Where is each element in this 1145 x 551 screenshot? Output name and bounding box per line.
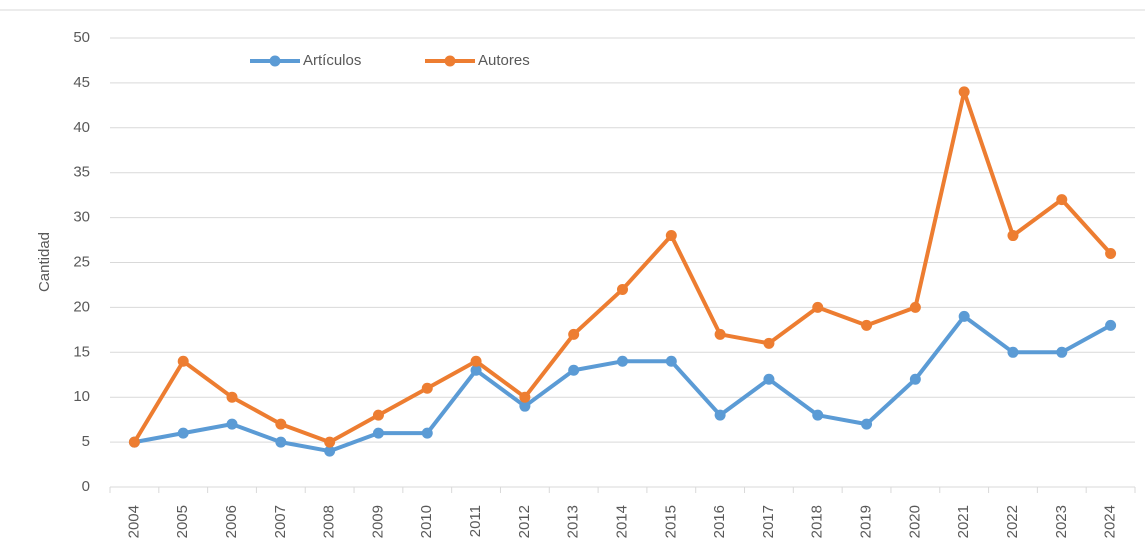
data-point xyxy=(421,382,433,394)
data-point xyxy=(177,355,189,367)
data-point xyxy=(324,436,336,448)
x-tick-label: 2008 xyxy=(321,505,338,538)
legend-marker xyxy=(269,55,281,67)
data-point xyxy=(763,337,775,349)
legend-label: Autores xyxy=(478,52,530,69)
data-point xyxy=(177,427,189,439)
data-point xyxy=(1105,248,1117,260)
data-point xyxy=(275,436,287,448)
data-point xyxy=(909,301,921,313)
x-tick-label: 2004 xyxy=(125,505,142,538)
data-point xyxy=(275,418,287,430)
y-tick-label: 10 xyxy=(73,388,90,405)
data-point xyxy=(617,355,628,367)
x-tick-label: 2022 xyxy=(1004,505,1021,538)
data-point xyxy=(421,427,433,439)
series-line xyxy=(132,89,1113,445)
data-point xyxy=(1105,319,1117,331)
data-point xyxy=(812,301,824,313)
x-tick-label: 2016 xyxy=(711,505,728,538)
data-point xyxy=(519,391,531,403)
x-tick-label: 2006 xyxy=(223,505,240,538)
x-tick-label: 2024 xyxy=(1102,505,1119,538)
data-point xyxy=(128,436,140,448)
x-tick-label: 2011 xyxy=(467,505,484,537)
data-point xyxy=(665,230,677,242)
series-line xyxy=(134,314,1112,454)
x-tick-label: 2007 xyxy=(272,505,289,538)
y-tick-label: 35 xyxy=(73,164,90,181)
data-point xyxy=(568,364,580,376)
x-tick-label: 2021 xyxy=(955,505,972,538)
x-tick-label: 2020 xyxy=(906,505,923,538)
x-tick-label: 2012 xyxy=(516,505,533,538)
y-tick-label: 25 xyxy=(73,253,90,270)
data-point xyxy=(1056,194,1068,206)
data-point xyxy=(324,445,336,457)
data-point xyxy=(568,328,580,340)
x-tick-label: 2017 xyxy=(760,505,777,538)
data-point xyxy=(763,373,775,385)
y-tick-label: 30 xyxy=(73,209,90,226)
data-point xyxy=(470,355,482,367)
x-tick-label: 2023 xyxy=(1053,505,1070,538)
data-point xyxy=(372,409,384,421)
data-point xyxy=(861,418,873,430)
data-point xyxy=(226,418,238,430)
x-tick-label: 2019 xyxy=(858,505,875,538)
data-point xyxy=(1007,230,1019,242)
x-tick-label: 2010 xyxy=(418,505,435,538)
data-point xyxy=(1007,346,1019,358)
data-point xyxy=(958,310,970,322)
data-point xyxy=(909,373,921,385)
data-point xyxy=(812,409,824,421)
y-tick-label: 15 xyxy=(73,343,90,360)
data-point xyxy=(226,391,238,403)
x-tick-label: 2018 xyxy=(809,505,826,538)
x-tick-label: 2009 xyxy=(369,505,386,538)
y-tick-label: 20 xyxy=(73,298,90,315)
y-tick-label: 5 xyxy=(82,433,90,450)
y-tick-label: 50 xyxy=(73,29,90,46)
data-point xyxy=(665,355,677,367)
legend-label: Artículos xyxy=(303,52,361,69)
data-point xyxy=(714,409,726,421)
x-tick-label: 2005 xyxy=(174,505,191,538)
data-point xyxy=(861,319,873,331)
data-point xyxy=(958,86,970,98)
data-point xyxy=(519,400,531,412)
y-axis-label: Cantidad xyxy=(36,232,53,292)
y-tick-label: 40 xyxy=(73,119,90,136)
data-point xyxy=(1056,346,1068,358)
data-point xyxy=(617,283,628,295)
data-point xyxy=(714,328,726,340)
y-tick-label: 45 xyxy=(73,74,90,91)
x-tick-label: 2014 xyxy=(613,505,630,538)
data-point xyxy=(372,427,384,439)
x-tick-label: 2015 xyxy=(662,505,679,538)
x-tick-label: 2013 xyxy=(565,505,582,538)
y-tick-label: 0 xyxy=(82,478,90,495)
legend-marker xyxy=(444,55,456,67)
data-point xyxy=(470,364,482,376)
